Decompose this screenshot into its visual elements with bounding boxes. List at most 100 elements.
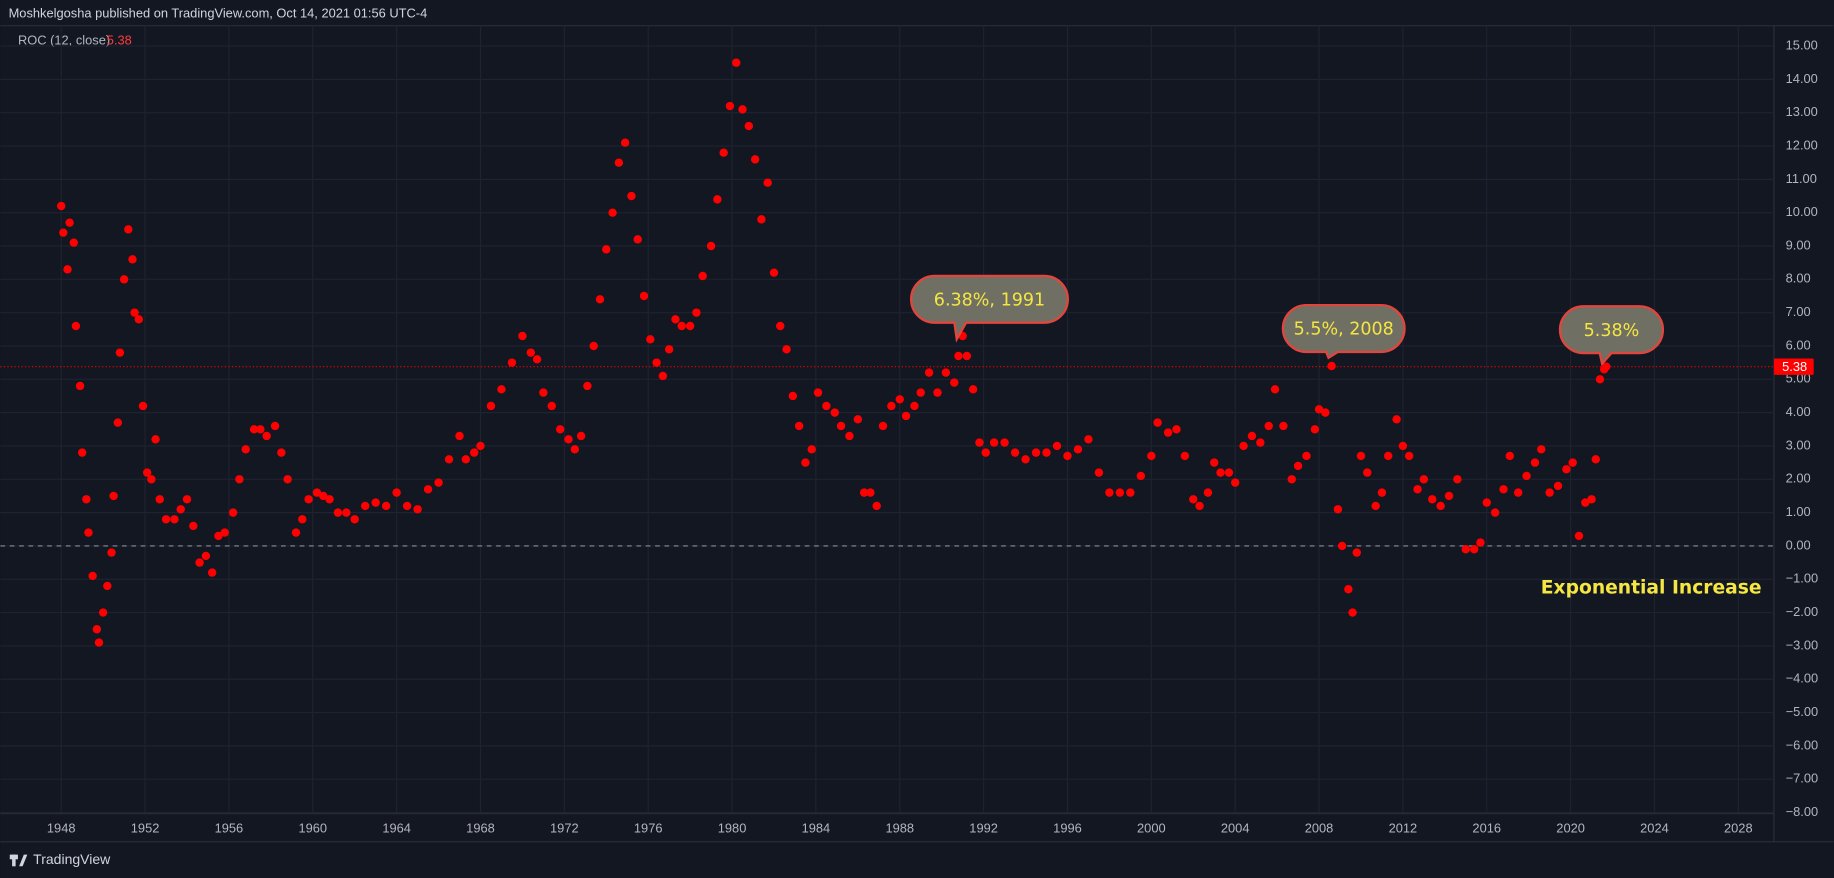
x-tick-label: 1976 [634, 820, 663, 835]
y-tick-label: −2.00 [1786, 604, 1819, 619]
data-point [692, 308, 701, 317]
data-point [968, 385, 978, 394]
data-point [142, 468, 152, 477]
data-point [1310, 425, 1320, 434]
data-point [71, 321, 81, 331]
data-point [526, 348, 536, 357]
data-point [1363, 468, 1372, 477]
x-tick-label: 1952 [131, 820, 160, 835]
data-point [652, 358, 661, 367]
annotation-label: 6.38%, 1991 [934, 290, 1045, 310]
data-point [333, 508, 343, 517]
data-point [845, 431, 854, 441]
data-point [57, 201, 66, 211]
y-tick-label: 9.00 [1786, 237, 1811, 252]
data-point [1337, 541, 1347, 551]
y-tick-label: 0.00 [1786, 537, 1811, 552]
data-point [1136, 471, 1146, 481]
data-point [1384, 451, 1393, 461]
data-point [941, 368, 951, 377]
x-tick-label: 1996 [1053, 820, 1082, 835]
x-tick-label: 2004 [1221, 820, 1250, 835]
data-point [576, 431, 586, 441]
data-point [706, 241, 716, 251]
data-point [134, 315, 143, 324]
x-tick-label: 1960 [298, 820, 327, 835]
data-point [602, 245, 611, 254]
data-point [539, 388, 548, 397]
data-point [859, 488, 869, 497]
data-point [836, 421, 846, 431]
data-point [646, 335, 655, 344]
data-point [176, 505, 185, 514]
price-tag [1773, 358, 1814, 375]
y-tick-label: −4.00 [1786, 671, 1819, 686]
data-point [270, 421, 280, 431]
data-point [1392, 415, 1401, 424]
data-point [1031, 448, 1041, 457]
data-point [1398, 441, 1408, 451]
data-point [1595, 375, 1605, 384]
data-point [201, 551, 211, 561]
data-point [1256, 438, 1265, 447]
data-point [256, 425, 265, 434]
data-point [1404, 451, 1414, 461]
y-tick-label: 10.00 [1786, 204, 1818, 219]
data-point [1587, 495, 1596, 504]
y-tick-label: −5.00 [1786, 704, 1819, 719]
data-point [392, 488, 401, 497]
data-point [1321, 408, 1330, 417]
data-point [769, 268, 779, 277]
data-point [664, 345, 674, 354]
x-tick-label: 1948 [47, 820, 76, 835]
x-tick-label: 2016 [1472, 820, 1501, 835]
data-point [788, 391, 798, 401]
data-point [1352, 548, 1361, 557]
data-point [924, 368, 934, 377]
data-point [423, 485, 433, 494]
x-tick-label: 1980 [718, 820, 747, 835]
data-point [1545, 488, 1554, 497]
data-point [1147, 451, 1156, 461]
data-point [878, 421, 888, 431]
data-point [319, 491, 328, 501]
y-tick-label: 12.00 [1786, 137, 1818, 152]
annotation: 5.38% [1558, 305, 1664, 367]
data-point [455, 431, 464, 441]
data-point [807, 445, 816, 454]
data-point [1293, 461, 1303, 471]
footer-brand: TradingView [33, 851, 111, 867]
data-point [1568, 458, 1577, 467]
y-tick-label: 15.00 [1786, 37, 1818, 52]
y-tick-label: 1.00 [1786, 504, 1811, 519]
data-point [161, 515, 171, 524]
data-point [138, 401, 148, 411]
y-tick-label: 8.00 [1786, 271, 1811, 286]
data-point [1513, 488, 1523, 497]
data-point [1279, 421, 1288, 431]
data-point [671, 315, 680, 324]
annotation-label: Exponential Increase [1541, 578, 1762, 599]
data-point [214, 531, 223, 541]
data-point [776, 321, 785, 331]
x-tick-label: 2020 [1556, 820, 1585, 835]
data-point [1224, 468, 1234, 477]
data-point [794, 421, 804, 431]
data-point [109, 491, 118, 501]
data-point [1203, 488, 1213, 497]
data-point [155, 495, 164, 504]
data-point [782, 345, 791, 354]
price-tag-label: 5.38 [1782, 359, 1807, 374]
y-tick-label: −3.00 [1786, 637, 1819, 652]
data-point [763, 178, 772, 187]
data-point [1348, 608, 1357, 617]
data-point [583, 381, 592, 391]
data-point [633, 235, 642, 244]
data-point [1419, 475, 1429, 484]
data-point [402, 501, 412, 511]
data-point [1581, 498, 1590, 507]
data-point [1063, 451, 1072, 461]
data-point [151, 435, 160, 444]
y-tick-label: 13.00 [1786, 104, 1818, 119]
data-point [476, 441, 485, 451]
